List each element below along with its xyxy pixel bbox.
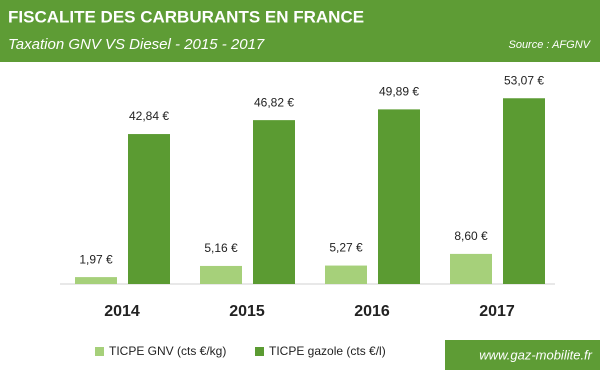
- bar: [75, 277, 117, 284]
- value-label: 1,97 €: [79, 252, 113, 266]
- value-label: 8,60 €: [454, 229, 488, 243]
- bar: [325, 265, 367, 284]
- x-tick-label: 2014: [104, 303, 140, 320]
- value-label: 49,89 €: [379, 85, 419, 99]
- value-label: 53,07 €: [504, 73, 544, 87]
- value-label: 5,16 €: [204, 241, 238, 255]
- footer-band: [445, 340, 600, 370]
- footer-url: www.gaz-mobilite.fr: [479, 347, 592, 362]
- source: Source : AFGNV: [508, 39, 591, 51]
- x-tick-label: 2017: [479, 303, 515, 320]
- legend-label: TICPE GNV (cts €/kg): [109, 344, 226, 358]
- value-label: 5,27 €: [329, 241, 363, 255]
- legend-label: TICPE gazole (cts €/l): [269, 344, 386, 358]
- x-tick-label: 2015: [229, 303, 265, 320]
- bar: [128, 134, 170, 284]
- bar: [503, 98, 545, 284]
- bar: [378, 109, 420, 284]
- legend-swatch: [255, 347, 264, 356]
- legend-swatch: [95, 347, 104, 356]
- bar: [200, 265, 242, 284]
- chart-title: FISCALITE DES CARBURANTS EN FRANCE: [8, 7, 364, 26]
- chart-subtitle: Taxation GNV VS Diesel - 2015 - 2017: [8, 36, 265, 53]
- bar: [253, 120, 295, 284]
- x-tick-label: 2016: [354, 303, 390, 320]
- value-label: 46,82 €: [254, 95, 294, 109]
- header-band: [0, 0, 600, 62]
- value-label: 42,84 €: [129, 109, 169, 123]
- bar: [450, 253, 492, 284]
